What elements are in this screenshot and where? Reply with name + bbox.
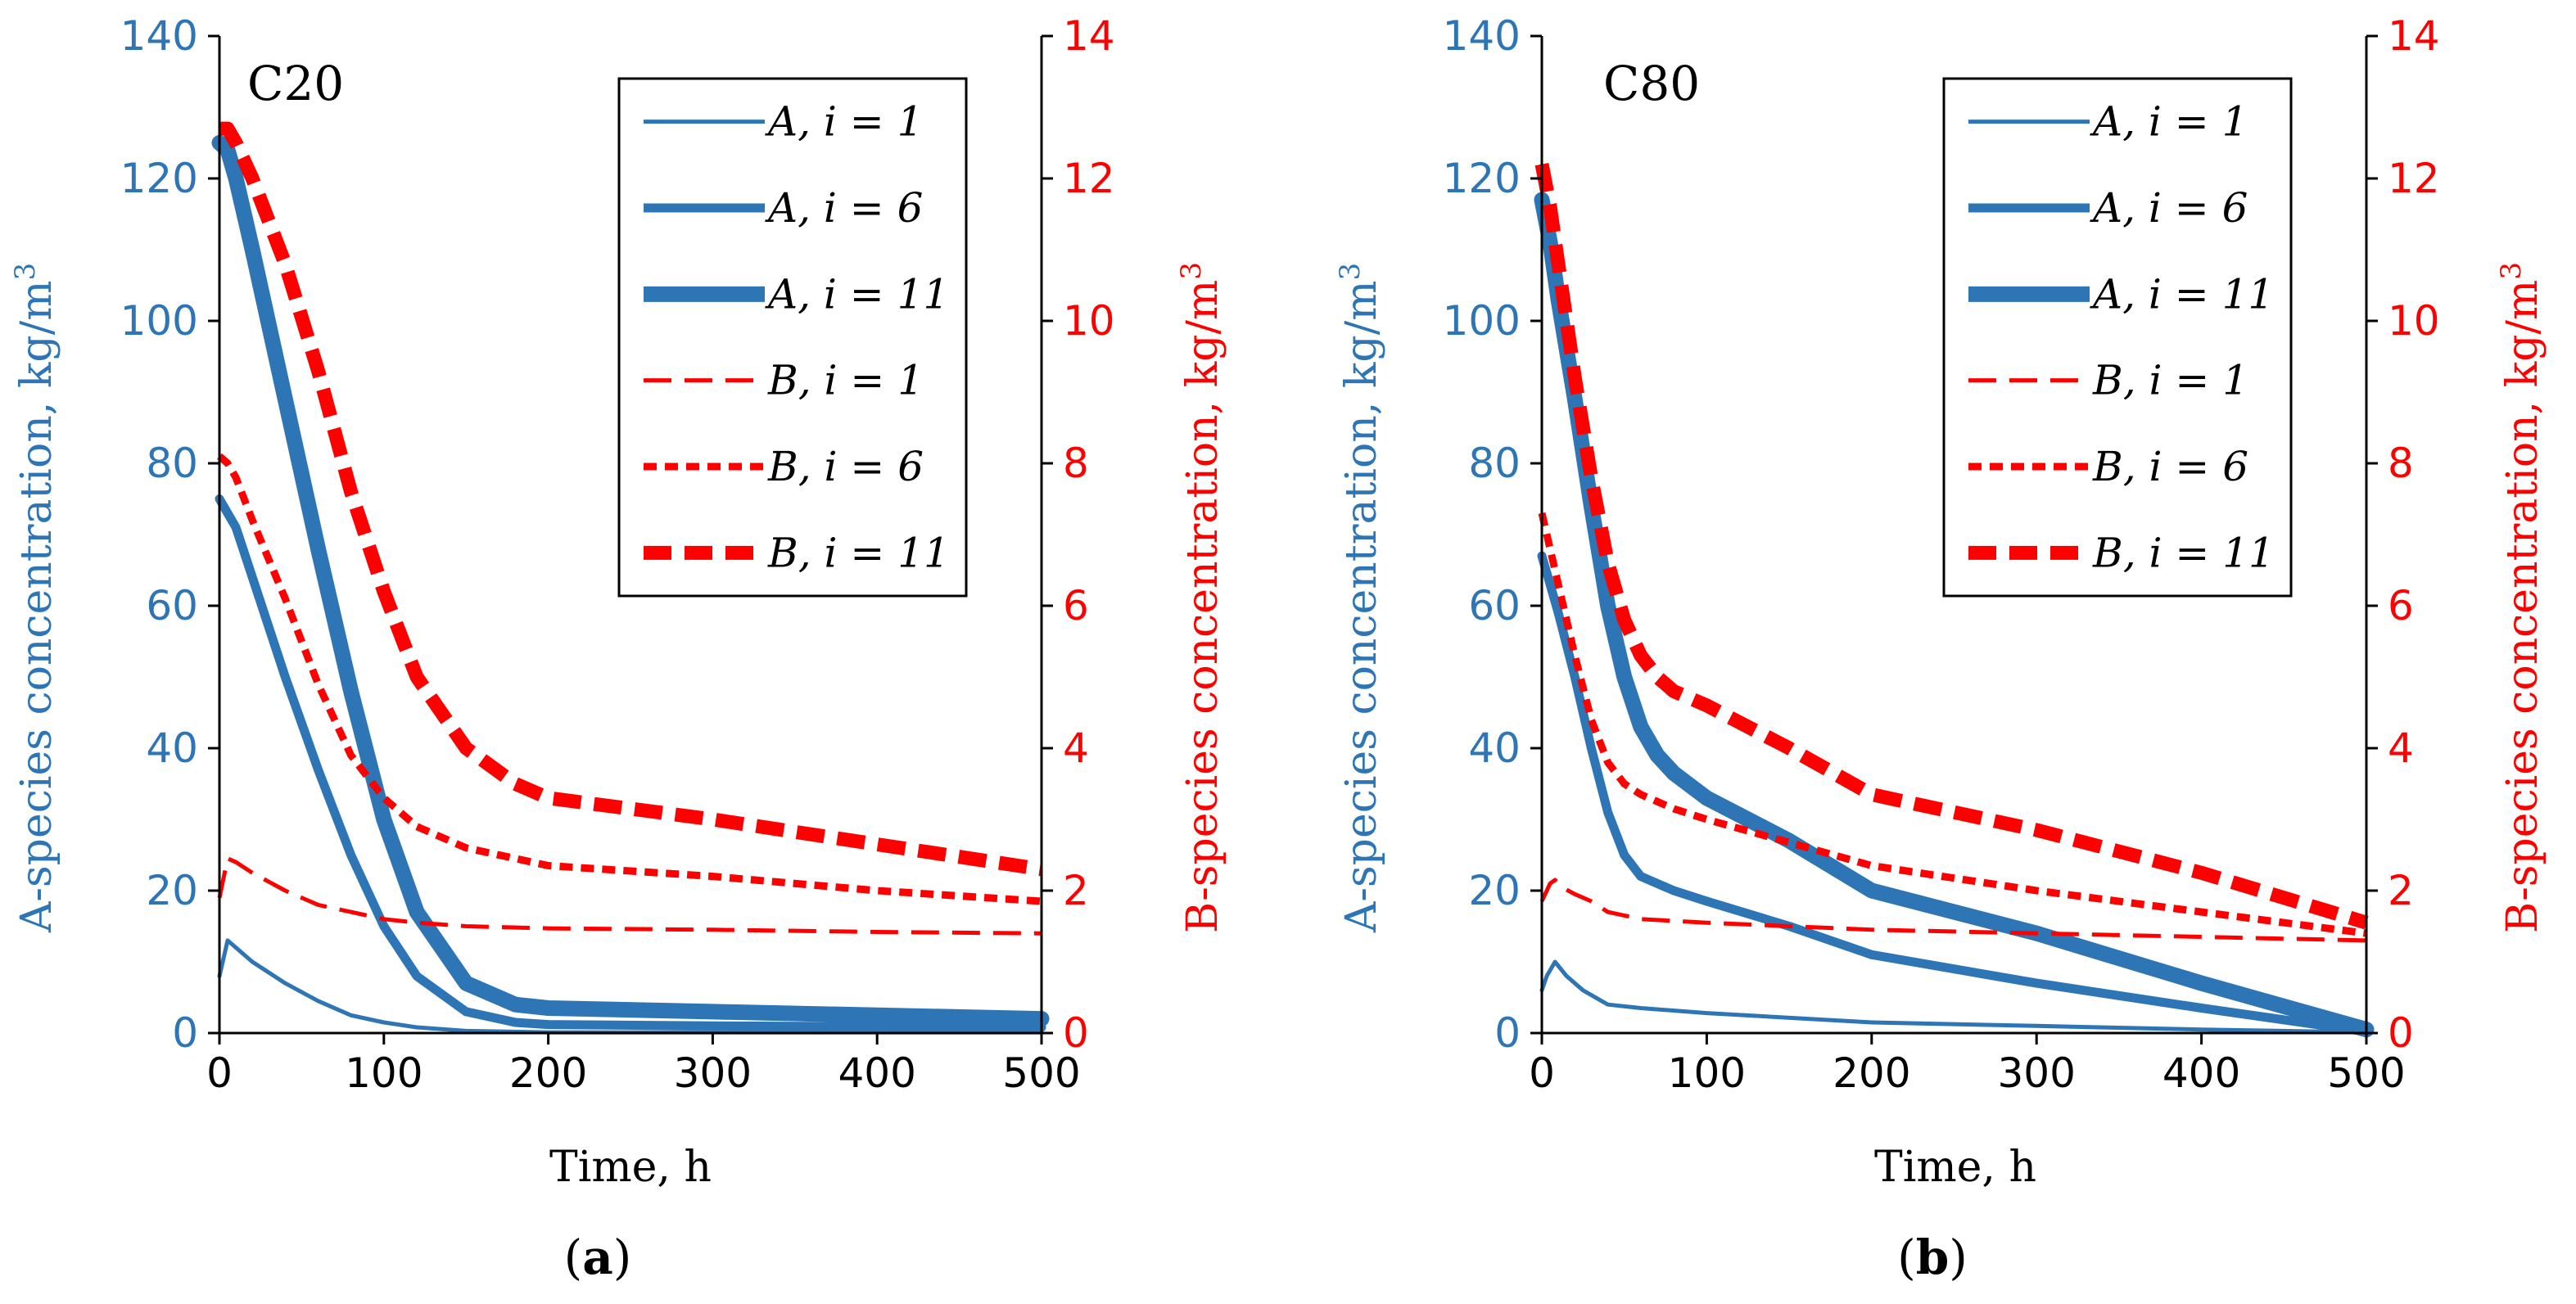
panel-b-legend-label: A, i = 1 bbox=[2090, 98, 2248, 146]
panel-b-y-left-tick-label: 120 bbox=[1443, 155, 1521, 202]
panel-b-ticks: 0 100 200 300 400 500020406080100120140024681… bbox=[1443, 12, 2440, 1097]
panel-a-series-line bbox=[217, 856, 1042, 936]
panel-b-label: (b) bbox=[1897, 1230, 1968, 1285]
panel-a-y-left-tick-label: 20 bbox=[146, 867, 198, 914]
panel-a-x-axis-title: Time, h bbox=[549, 1143, 712, 1192]
panel-b-legend-label: B, i = 6 bbox=[2092, 443, 2248, 490]
panel-b-series-line bbox=[1539, 959, 2369, 1035]
panel-a-y-left-tick-label: 100 bbox=[120, 297, 198, 345]
panel-a-x-tick-label: 100 bbox=[345, 1049, 423, 1097]
panel-a-legend-label: B, i = 6 bbox=[767, 443, 924, 490]
panel-a-x-tick-label: 200 bbox=[509, 1049, 587, 1097]
panel-a-legend-label: B, i = 1 bbox=[767, 357, 924, 404]
panel-a-y-right-tick-label: 12 bbox=[1063, 155, 1115, 202]
panel-b-series-line bbox=[1538, 512, 2367, 937]
panel-a-y-left-tick-label: 60 bbox=[146, 582, 198, 629]
panel-b-series-line bbox=[1537, 551, 2371, 1036]
panel-a-y-right-tick-label: 6 bbox=[1063, 582, 1089, 629]
panel-a-y-right-tick-label: 10 bbox=[1063, 297, 1115, 345]
panel-b-legend-label: A, i = 6 bbox=[2090, 184, 2248, 232]
panel-a-legend-label: A, i = 6 bbox=[765, 184, 923, 232]
panel-b-y-right-tick-label: 8 bbox=[2388, 440, 2414, 487]
panel-b-annotation: C80 bbox=[1603, 56, 1700, 111]
panel-b-left-axis-title: A-species concentration, kg/m3 bbox=[1334, 263, 1386, 933]
panel-a-y-left-tick-label: 0 bbox=[172, 1009, 198, 1057]
panel-a-x-tick-label: 0 bbox=[206, 1049, 233, 1097]
panel-a-y-right-tick-label: 2 bbox=[1063, 867, 1089, 914]
panel-a-legend-label: A, i = 11 bbox=[765, 270, 949, 318]
panel-a-y-right-tick-label: 14 bbox=[1063, 12, 1115, 60]
panel-b-y-right-tick-label: 2 bbox=[2388, 867, 2414, 914]
panel-b-right-axis-title: B-species concentration, kg/m3 bbox=[2495, 262, 2547, 933]
panel-b-y-left-tick-label: 80 bbox=[1468, 440, 1521, 487]
panel-b-y-left-tick-label: 100 bbox=[1443, 297, 1521, 345]
panel-a-series-line bbox=[219, 121, 1043, 877]
panel-a-legend: A, i = 1 A, i = 6 A, i = 11 B, i = 1 B, i = … bbox=[617, 77, 968, 598]
panel-a-y-left-tick-label: 80 bbox=[146, 440, 198, 487]
panel-a-y-right-tick-label: 8 bbox=[1063, 440, 1089, 487]
panel-b-x-tick-label: 100 bbox=[1668, 1049, 1746, 1097]
panel-a-legend-label: A, i = 1 bbox=[765, 98, 923, 146]
panel-b-x-axis-title: Time, h bbox=[1874, 1143, 2036, 1192]
panel-a-annotation: C20 bbox=[247, 56, 344, 111]
panel-a-x-tick-label: 300 bbox=[674, 1049, 752, 1097]
panel-b: 0 100 200 300 400 500020406080100120140024681… bbox=[1334, 12, 2547, 1285]
panel-a: 0 100 200 300 400 500020406080100120140024681… bbox=[9, 12, 1227, 1285]
panel-b-y-right-tick-label: 4 bbox=[2388, 724, 2414, 772]
panel-a-x-tick-label: 400 bbox=[838, 1049, 915, 1097]
panel-b-y-right-tick-label: 6 bbox=[2388, 582, 2414, 629]
panel-b-series-line bbox=[1539, 878, 2367, 943]
panel-b-axes bbox=[1540, 36, 2368, 1035]
panel-b-y-right-tick-label: 12 bbox=[2388, 155, 2440, 202]
panel-a-x-tick-label: 500 bbox=[1002, 1049, 1080, 1097]
panel-b-series-line bbox=[1534, 162, 2369, 930]
panel-a-right-axis-title: B-species concentration, kg/m3 bbox=[1175, 262, 1227, 933]
panel-b-legend-label: A, i = 11 bbox=[2090, 270, 2274, 318]
panel-b-y-left-tick-label: 0 bbox=[1494, 1009, 1521, 1057]
panel-a-y-left-tick-label: 120 bbox=[120, 155, 198, 202]
panel-b-legend: A, i = 1 A, i = 6 A, i = 11 B, i = 1 B, i = … bbox=[1942, 77, 2293, 598]
panel-b-y-right-tick-label: 0 bbox=[2388, 1009, 2414, 1057]
panel-a-axes bbox=[218, 36, 1043, 1035]
panel-a-y-right-tick-label: 4 bbox=[1063, 724, 1089, 772]
panel-b-x-tick-label: 400 bbox=[2162, 1049, 2240, 1097]
panel-b-y-right-tick-label: 10 bbox=[2388, 297, 2440, 345]
panel-b-y-left-tick-label: 140 bbox=[1443, 12, 1521, 60]
panel-b-legend-label: B, i = 1 bbox=[2092, 357, 2248, 404]
panel-a-series-line bbox=[211, 135, 1050, 1027]
panel-a-legend-box bbox=[617, 77, 968, 598]
panel-b-legend-box bbox=[1942, 77, 2293, 598]
panel-b-y-right-tick-label: 14 bbox=[2388, 12, 2440, 60]
panel-a-y-left-tick-label: 140 bbox=[120, 12, 198, 60]
panel-b-x-tick-label: 200 bbox=[1833, 1049, 1910, 1097]
panel-b-y-left-tick-label: 40 bbox=[1468, 724, 1521, 772]
panel-a-series-line bbox=[215, 494, 1046, 1032]
panel-b-y-left-tick-label: 60 bbox=[1468, 582, 1521, 629]
panel-b-y-left-tick-label: 20 bbox=[1468, 867, 1521, 914]
panel-a-y-left-tick-label: 40 bbox=[146, 724, 198, 772]
panel-a-label: (a) bbox=[564, 1230, 632, 1285]
panel-a-y-right-tick-label: 0 bbox=[1063, 1009, 1089, 1057]
panel-b-x-tick-label: 500 bbox=[2327, 1049, 2405, 1097]
panel-b-x-tick-label: 0 bbox=[1529, 1049, 1555, 1097]
panel-b-series bbox=[1534, 162, 2375, 1038]
panel-b-x-tick-label: 300 bbox=[1997, 1049, 2075, 1097]
panel-a-left-axis-title: A-species concentration, kg/m3 bbox=[9, 263, 61, 933]
panel-a-ticks: 0 100 200 300 400 500020406080100120140024681… bbox=[120, 12, 1115, 1097]
panel-a-legend-label: B, i = 11 bbox=[767, 529, 950, 576]
panel-b-legend-label: B, i = 11 bbox=[2092, 529, 2275, 576]
